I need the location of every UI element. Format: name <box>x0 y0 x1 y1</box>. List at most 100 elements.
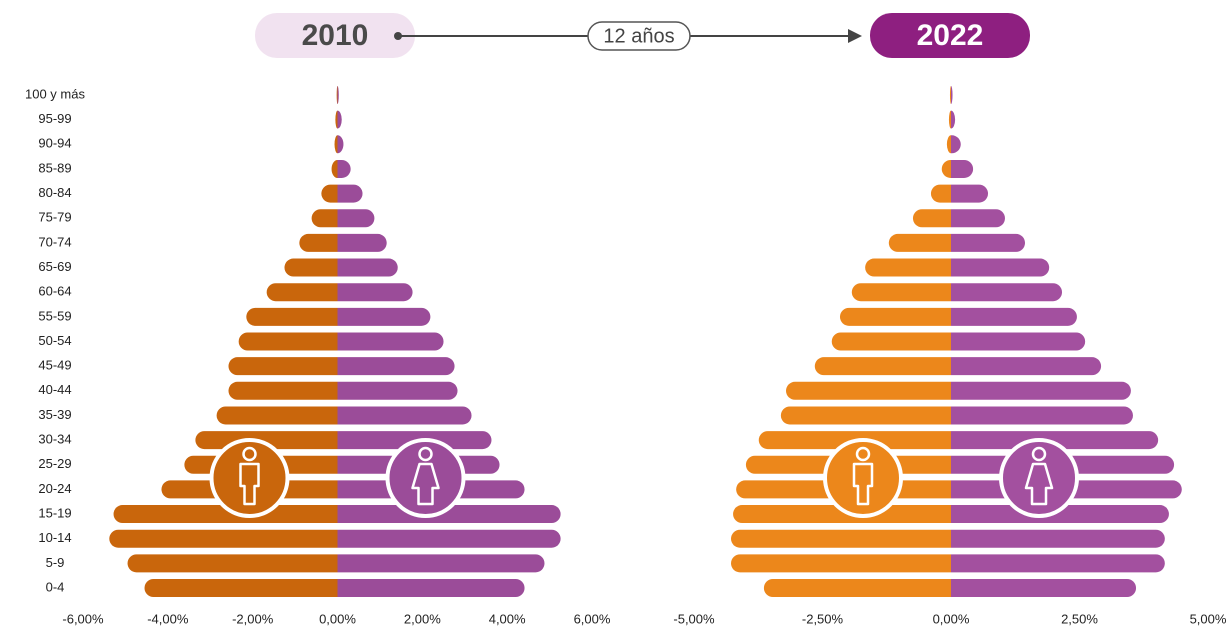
bar <box>851 283 951 302</box>
timeline-dot <box>394 32 402 40</box>
bar <box>951 505 1169 524</box>
bar <box>334 135 338 154</box>
bar <box>780 406 951 425</box>
bar <box>941 159 951 178</box>
bar <box>337 307 431 326</box>
icon-head <box>1031 446 1047 462</box>
bar <box>951 406 1133 425</box>
bar <box>336 86 338 104</box>
x-tick-label: 2,00% <box>404 611 441 626</box>
category-label: 35-39 <box>38 407 71 422</box>
category-label: 5-9 <box>46 555 65 570</box>
category-label: 65-69 <box>38 259 71 274</box>
bar <box>951 258 1050 277</box>
bar <box>228 357 338 376</box>
bar <box>951 135 961 154</box>
category-label: 95-99 <box>38 111 71 126</box>
bar <box>912 209 951 228</box>
icon-circle <box>999 438 1079 518</box>
icon-circle <box>209 438 290 518</box>
category-label: 15-19 <box>38 505 71 520</box>
bar <box>951 86 953 104</box>
x-tick-label: 0,00% <box>319 611 356 626</box>
x-tick-label: 5,00% <box>1190 611 1227 626</box>
x-tick-label: -2,50% <box>802 611 844 626</box>
chart-title: 2022 <box>917 19 984 52</box>
bar <box>109 529 338 548</box>
bar <box>814 357 951 376</box>
icon-body <box>1024 462 1054 506</box>
bar <box>865 258 951 277</box>
x-tick-label: 0,00% <box>933 611 970 626</box>
bar <box>127 554 338 573</box>
bar <box>951 307 1077 326</box>
title-pill <box>255 13 415 58</box>
category-label: 45-49 <box>38 358 71 373</box>
bar <box>831 332 951 351</box>
category-label: 55-59 <box>38 308 71 323</box>
bar <box>951 431 1159 450</box>
title-pill <box>870 13 1030 58</box>
category-label: 20-24 <box>38 481 71 496</box>
icon-circle <box>823 438 903 518</box>
bar <box>888 233 951 252</box>
bar <box>763 579 951 597</box>
bar <box>786 381 951 400</box>
icon-head <box>242 446 257 462</box>
bar <box>337 283 413 302</box>
category-label: 100 y más <box>25 86 85 101</box>
bar <box>337 159 351 178</box>
bar <box>337 554 545 573</box>
timeline-label: 12 años <box>603 25 674 47</box>
x-tick-label: -4,00% <box>147 611 189 626</box>
bar <box>337 233 387 252</box>
bar <box>946 135 951 154</box>
category-label: 50-54 <box>38 333 71 348</box>
arrowhead <box>848 29 862 43</box>
bar <box>321 184 338 203</box>
category-label: 60-64 <box>38 284 71 299</box>
bar <box>337 406 472 425</box>
bar <box>337 505 561 524</box>
category-label: 85-89 <box>38 160 71 175</box>
x-tick-label: 2,50% <box>1061 611 1098 626</box>
bar <box>337 86 339 104</box>
category-label: 90-94 <box>38 136 71 151</box>
bar <box>337 258 398 277</box>
bar <box>337 357 455 376</box>
x-tick-label: -6,00% <box>62 611 104 626</box>
bar <box>337 332 444 351</box>
bar <box>951 110 956 129</box>
bar <box>951 529 1165 548</box>
bar <box>731 554 951 573</box>
header: 2010 12 años 2022 <box>255 13 1030 58</box>
icons <box>209 438 1079 518</box>
bar <box>144 579 338 597</box>
icon-head <box>855 446 871 462</box>
bar <box>337 209 375 228</box>
bar <box>951 579 1137 597</box>
bar <box>266 283 338 302</box>
icon-circle <box>385 438 466 518</box>
bar <box>284 258 338 277</box>
bar <box>228 381 338 400</box>
bar <box>337 579 525 597</box>
bar <box>337 381 458 400</box>
bar <box>246 307 338 326</box>
bar <box>331 159 338 178</box>
bar <box>951 332 1086 351</box>
bar <box>337 135 344 154</box>
bar <box>948 110 951 129</box>
bar <box>951 357 1102 376</box>
bar <box>839 307 951 326</box>
category-label: 0-4 <box>46 579 65 594</box>
icon-body <box>852 462 874 506</box>
icon-body <box>239 462 260 506</box>
bar <box>951 233 1026 252</box>
bar <box>337 529 561 548</box>
category-label: 75-79 <box>38 210 71 225</box>
bar <box>337 184 363 203</box>
category-label: 40-44 <box>38 382 71 397</box>
bar <box>299 233 338 252</box>
bar <box>951 184 989 203</box>
